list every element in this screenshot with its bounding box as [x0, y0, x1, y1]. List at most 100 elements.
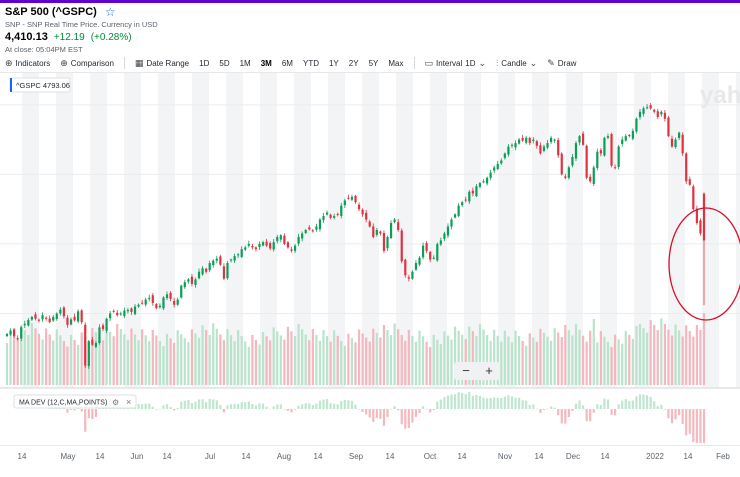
- volume-bar: [119, 329, 122, 385]
- indicator-label-background: [13, 394, 137, 409]
- price-chart[interactable]: yah 14 May 14 Jun 14 Jul 14 Aug 14 Sep 14 Oct 14 Nov 1…: [0, 73, 740, 477]
- volume-bar: [69, 334, 73, 385]
- volume-bar: [237, 330, 240, 385]
- candle-body: [130, 308, 133, 313]
- candle-body: [187, 279, 190, 282]
- price-change-percent: (+0.28%): [90, 32, 132, 43]
- ma-dev-bar: [318, 400, 322, 409]
- interval-dropdown[interactable]: ▭ Interval 1D ⌄: [425, 58, 487, 69]
- volume-bar: [258, 344, 261, 385]
- volume-bar: [301, 329, 304, 385]
- ma-dev-bar: [660, 404, 663, 409]
- current-price: 4,410.13: [5, 31, 48, 43]
- range-2y[interactable]: 2Y: [348, 58, 359, 68]
- ma-dev-bar: [80, 409, 83, 412]
- comparison-button[interactable]: ⊕ Comparison: [60, 58, 114, 69]
- candle-body: [386, 236, 389, 249]
- candle-dropdown[interactable]: ⫶ Candle ⌄: [496, 58, 537, 69]
- ma-dev-bar: [407, 409, 410, 429]
- quote-header: S&P 500 (^GSPC) ☆ SNP - SNP Real Time Pr…: [5, 6, 158, 54]
- range-1m[interactable]: 1M: [239, 58, 251, 68]
- ma-dev-bar: [340, 401, 343, 409]
- volume-bar: [496, 335, 499, 385]
- candle-body: [532, 139, 535, 141]
- ma-dev-bar: [535, 408, 538, 410]
- volume-bar: [365, 337, 368, 385]
- candle-body: [557, 140, 560, 156]
- volume-bar: [343, 345, 346, 385]
- date-range-button[interactable]: ▦ Date Range: [135, 58, 189, 69]
- volume-bar: [34, 328, 37, 385]
- x-tick-label: Sep: [349, 452, 364, 461]
- candle-body: [678, 132, 681, 139]
- range-ytd[interactable]: YTD: [302, 58, 319, 68]
- candle-body: [123, 310, 126, 317]
- close-icon[interactable]: ×: [126, 397, 131, 407]
- candle-body: [215, 258, 218, 261]
- volume-bar: [386, 330, 389, 385]
- candle-body: [45, 317, 48, 319]
- volume-bar: [30, 323, 33, 385]
- ma-dev-bar: [308, 403, 311, 409]
- range-5y[interactable]: 5Y: [368, 58, 379, 68]
- x-tick-label: Jun: [131, 452, 144, 461]
- week-stripe: [532, 73, 549, 387]
- ma-dev-bar: [233, 403, 236, 409]
- candle-body: [169, 292, 172, 299]
- volume-bar: [692, 336, 695, 385]
- candle-body: [496, 163, 499, 169]
- gear-icon[interactable]: ⚙: [112, 398, 119, 407]
- ma-dev-bar: [66, 409, 69, 413]
- volume-bar: [404, 340, 407, 385]
- ma-dev-bar: [631, 400, 634, 409]
- volume-bar: [592, 319, 595, 385]
- volume-bar: [574, 324, 578, 385]
- zoom-background: [454, 362, 500, 380]
- zoom-in-button[interactable]: +: [485, 363, 493, 378]
- candle-body: [578, 136, 581, 143]
- volume-bar: [357, 329, 361, 385]
- ma-dev-bar: [141, 404, 144, 409]
- candle-body: [478, 183, 482, 187]
- candle-body: [325, 212, 329, 215]
- volume-bar: [240, 335, 243, 385]
- star-icon[interactable]: ☆: [104, 5, 116, 19]
- volume-bar: [27, 335, 30, 385]
- candle-body: [343, 200, 346, 206]
- candle-body: [375, 230, 378, 235]
- ma-dev-bar: [276, 404, 279, 409]
- ma-dev-bar: [532, 404, 535, 409]
- candle-body: [240, 249, 243, 257]
- week-stripe: [294, 73, 311, 387]
- indicators-label: Indicators: [15, 58, 51, 68]
- candle-body: [471, 190, 474, 194]
- volume-bar: [322, 330, 325, 385]
- ma-dev-bar: [574, 403, 578, 409]
- volume-bar: [503, 330, 506, 385]
- candle-body: [233, 256, 236, 261]
- volume-bar: [393, 323, 396, 385]
- range-1d[interactable]: 1D: [199, 58, 210, 68]
- candle-body: [212, 260, 215, 266]
- ma-dev-bar: [237, 403, 240, 409]
- range-3m[interactable]: 3M: [260, 58, 272, 68]
- range-5d[interactable]: 5D: [219, 58, 230, 68]
- x-tick-label: Jul: [205, 452, 215, 461]
- chevron-down-icon: ⌄: [529, 57, 538, 68]
- candle-body: [297, 236, 300, 244]
- range-6m[interactable]: 6M: [281, 58, 293, 68]
- indicators-button[interactable]: ⊕ Indicators: [5, 58, 50, 69]
- range-max[interactable]: Max: [388, 58, 404, 68]
- ma-dev-bar: [333, 403, 336, 409]
- volume-bar: [482, 329, 485, 385]
- ma-dev-bar: [158, 408, 162, 410]
- candle-body: [272, 242, 275, 250]
- candle-body: [457, 205, 460, 216]
- volume-bar: [155, 335, 158, 385]
- ma-dev-bar: [621, 400, 624, 409]
- zoom-out-button[interactable]: −: [462, 363, 470, 378]
- candle-body: [16, 338, 19, 340]
- range-1y[interactable]: 1Y: [328, 58, 339, 68]
- ma-dev-bar: [653, 401, 656, 409]
- draw-button[interactable]: ✎ Draw: [547, 58, 576, 69]
